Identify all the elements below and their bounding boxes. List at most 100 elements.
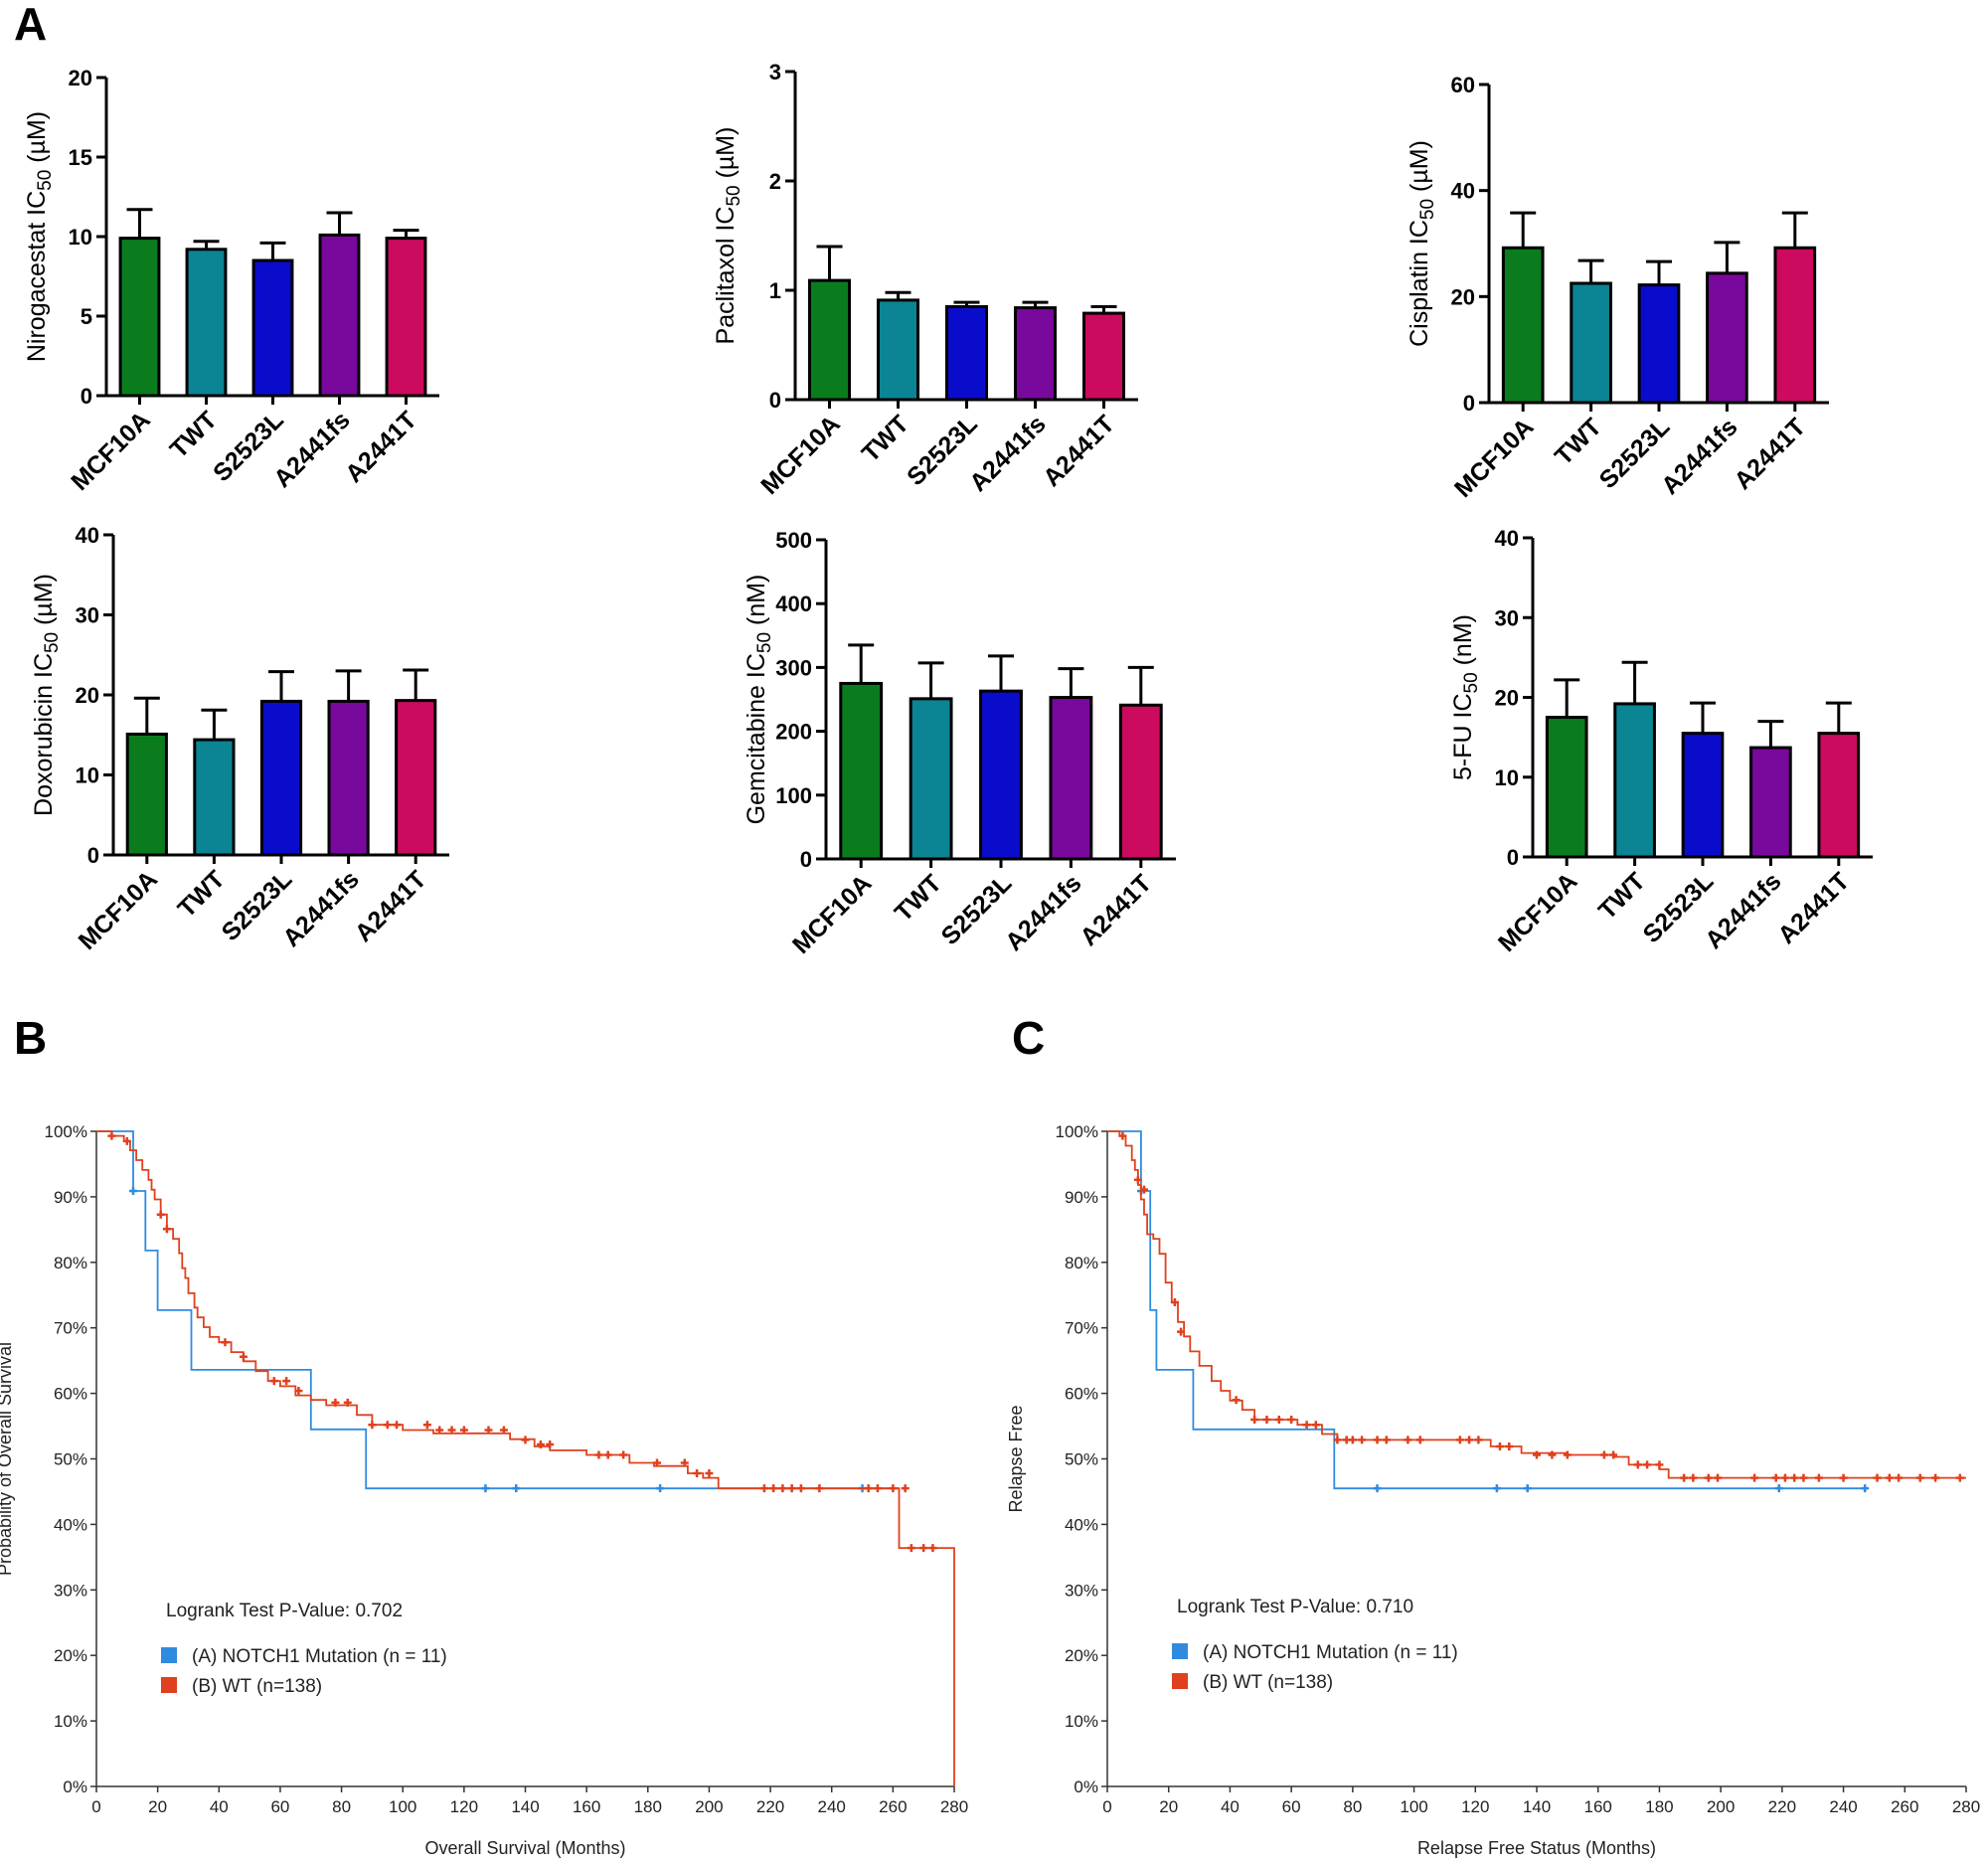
km-2-pvalue-text: Logrank Test P-Value: 0.710 (1177, 1597, 1413, 1617)
chart-6-category-label: TWT (1593, 867, 1651, 925)
km-2-y-axis-label: Relapse Free (1006, 1405, 1026, 1512)
km-2-y-tick-label: 30% (1065, 1581, 1098, 1600)
chart-1-bar (118, 237, 161, 398)
chart-6-y-tick-label: 40 (1495, 526, 1519, 551)
km-1-series-2-censor-mark (221, 1338, 230, 1347)
km-2-series-2-censor-mark (1704, 1473, 1713, 1482)
km-2-series-2-censor-mark (1780, 1473, 1789, 1482)
chart-6-y-tick-label: 0 (1507, 845, 1519, 870)
km-2-series-2-censor-mark (1382, 1436, 1391, 1444)
km-1-x-tick-label: 240 (818, 1797, 846, 1816)
chart-2-category-label: MCF10A (755, 410, 846, 500)
km-2-series-2-censor-mark (1609, 1450, 1618, 1459)
km-1-series-2-censor-mark (383, 1421, 392, 1430)
km-1-x-tick-label: 260 (879, 1797, 907, 1816)
km-2-series-1-curve (1107, 1130, 1869, 1490)
panel-label-a: A (14, 0, 47, 50)
km-2-series-2-censor-mark (1333, 1436, 1342, 1444)
chart-2-bar (807, 278, 852, 402)
km-1-series-2-censor-mark (928, 1544, 937, 1553)
km-1-y-tick-label: 90% (54, 1188, 87, 1207)
km-1-series-2-censor-mark (435, 1426, 444, 1435)
km-1-series-2-censor-mark (907, 1544, 915, 1553)
chart-5-bar (1049, 696, 1093, 861)
km-1-legend-swatch (161, 1647, 177, 1663)
km-1-series-2-censor-mark (619, 1450, 628, 1459)
km-1-series-2-censor-mark (331, 1398, 340, 1407)
km-2-series-2-censor-mark (1311, 1421, 1320, 1430)
y-axis-label-main: Paclitaxol IC (712, 207, 740, 345)
km-1-y-tick-label: 100% (45, 1122, 87, 1141)
km-2-series-2-censor-mark (1232, 1396, 1241, 1405)
km-2-x-tick-label: 200 (1707, 1797, 1735, 1816)
km-1-series-2-censor-mark (815, 1484, 824, 1493)
chart-6-y-axis-label: 5-FU IC50 (nM) (1449, 614, 1482, 780)
km-2-y-tick-label: 50% (1065, 1450, 1098, 1469)
km-2-series-1-censor-mark (1861, 1484, 1870, 1493)
chart-3-bar (1773, 246, 1817, 405)
km-2-series-2-censor-mark (1140, 1185, 1149, 1194)
y-axis-label-subscript: 50 (1461, 672, 1482, 693)
km-2-series-2-censor-mark (1873, 1473, 1882, 1482)
chart-5-category-label: TWT (890, 869, 947, 927)
chart-5-category-label: A2441T (1075, 869, 1157, 951)
chart-1-bar (318, 233, 361, 398)
chart-4-y-tick-label: 20 (76, 683, 99, 708)
panel-label-b: B (14, 1012, 47, 1064)
km-1-series-2-censor-mark (787, 1484, 796, 1493)
km-1-series-2-censor-mark (162, 1225, 171, 1234)
km-2-series-2-censor-mark (1287, 1415, 1296, 1424)
y-axis-label-unit: (µM) (23, 111, 51, 170)
km-2-x-tick-label: 100 (1400, 1797, 1427, 1816)
chart-3-y-tick-label: 60 (1451, 73, 1475, 97)
chart-1-bar (251, 258, 294, 398)
km-2-series-2-censor-mark (1495, 1441, 1504, 1450)
chart-2-category-label: A2441fs (964, 410, 1052, 497)
chart-4-y-tick-label: 10 (76, 763, 99, 788)
km-2-legend-label: (A) NOTCH1 Mutation (n = 11) (1203, 1642, 1458, 1663)
chart-1-category-label: MCF10A (66, 406, 156, 496)
km-1-series-2-censor-mark (459, 1426, 468, 1435)
km-1-y-tick-label: 60% (54, 1385, 87, 1404)
km-1-x-tick-label: 0 (91, 1797, 100, 1816)
km-1-series-2-censor-mark (239, 1352, 248, 1361)
km-2-series-2-censor-mark (1373, 1436, 1382, 1444)
chart-3-category-label: TWT (1550, 413, 1607, 470)
km-2-series-2-censor-mark (1680, 1473, 1689, 1482)
chart-6-bar (1613, 702, 1656, 859)
y-axis-label-subscript: 50 (35, 170, 56, 191)
chart-3-category-label: A2441fs (1656, 413, 1743, 500)
km-1-series-2-censor-mark (107, 1131, 116, 1140)
chart-5-bar (839, 681, 884, 861)
km-1-y-axis-label: Probability of Overall Survival (0, 1342, 15, 1576)
y-axis-label-subscript: 50 (1417, 199, 1438, 220)
km-2-series-2-censor-mark (1348, 1436, 1357, 1444)
km-1-series-2-censor-mark (447, 1426, 456, 1435)
km-2-series-2-censor-mark (1895, 1473, 1904, 1482)
km-1-series-2-censor-mark (864, 1484, 873, 1493)
chart-2-bar (944, 305, 989, 402)
km-2-y-tick-label: 40% (1065, 1515, 1098, 1534)
chart-3-category-label: A2441T (1729, 413, 1811, 495)
chart-4-y-tick-label: 40 (76, 523, 99, 548)
chart-5-category-label: MCF10A (787, 869, 878, 959)
km-1-legend-swatch (161, 1677, 177, 1693)
km-2-series-2-censor-mark (1455, 1436, 1464, 1444)
km-1-series-2-censor-mark (603, 1450, 612, 1459)
km-1-x-tick-label: 200 (695, 1797, 723, 1816)
km-1-y-tick-label: 40% (54, 1515, 87, 1534)
km-2-x-tick-label: 20 (1159, 1797, 1178, 1816)
overall-survival-km-chart: 0% 10% 20% 30% 40% 50% 60% 70% 80% 90% 100% 0 20 40 60… (0, 1122, 968, 1858)
chart-3-bar (1501, 246, 1545, 405)
km-1-pvalue-text: Logrank Test P-Value: 0.702 (166, 1601, 403, 1621)
km-2-series-2-censor-mark (1689, 1473, 1698, 1482)
chart-2-y-tick-label: 1 (769, 278, 781, 303)
km-2-series-2-censor-mark (1655, 1460, 1664, 1469)
chart-3-y-tick-label: 20 (1451, 284, 1475, 309)
km-1-series-2-censor-mark (796, 1484, 805, 1493)
km-2-y-tick-label: 10% (1065, 1712, 1098, 1731)
chart-1-bar (185, 248, 228, 398)
km-2-series-2-censor-mark (1643, 1460, 1652, 1469)
